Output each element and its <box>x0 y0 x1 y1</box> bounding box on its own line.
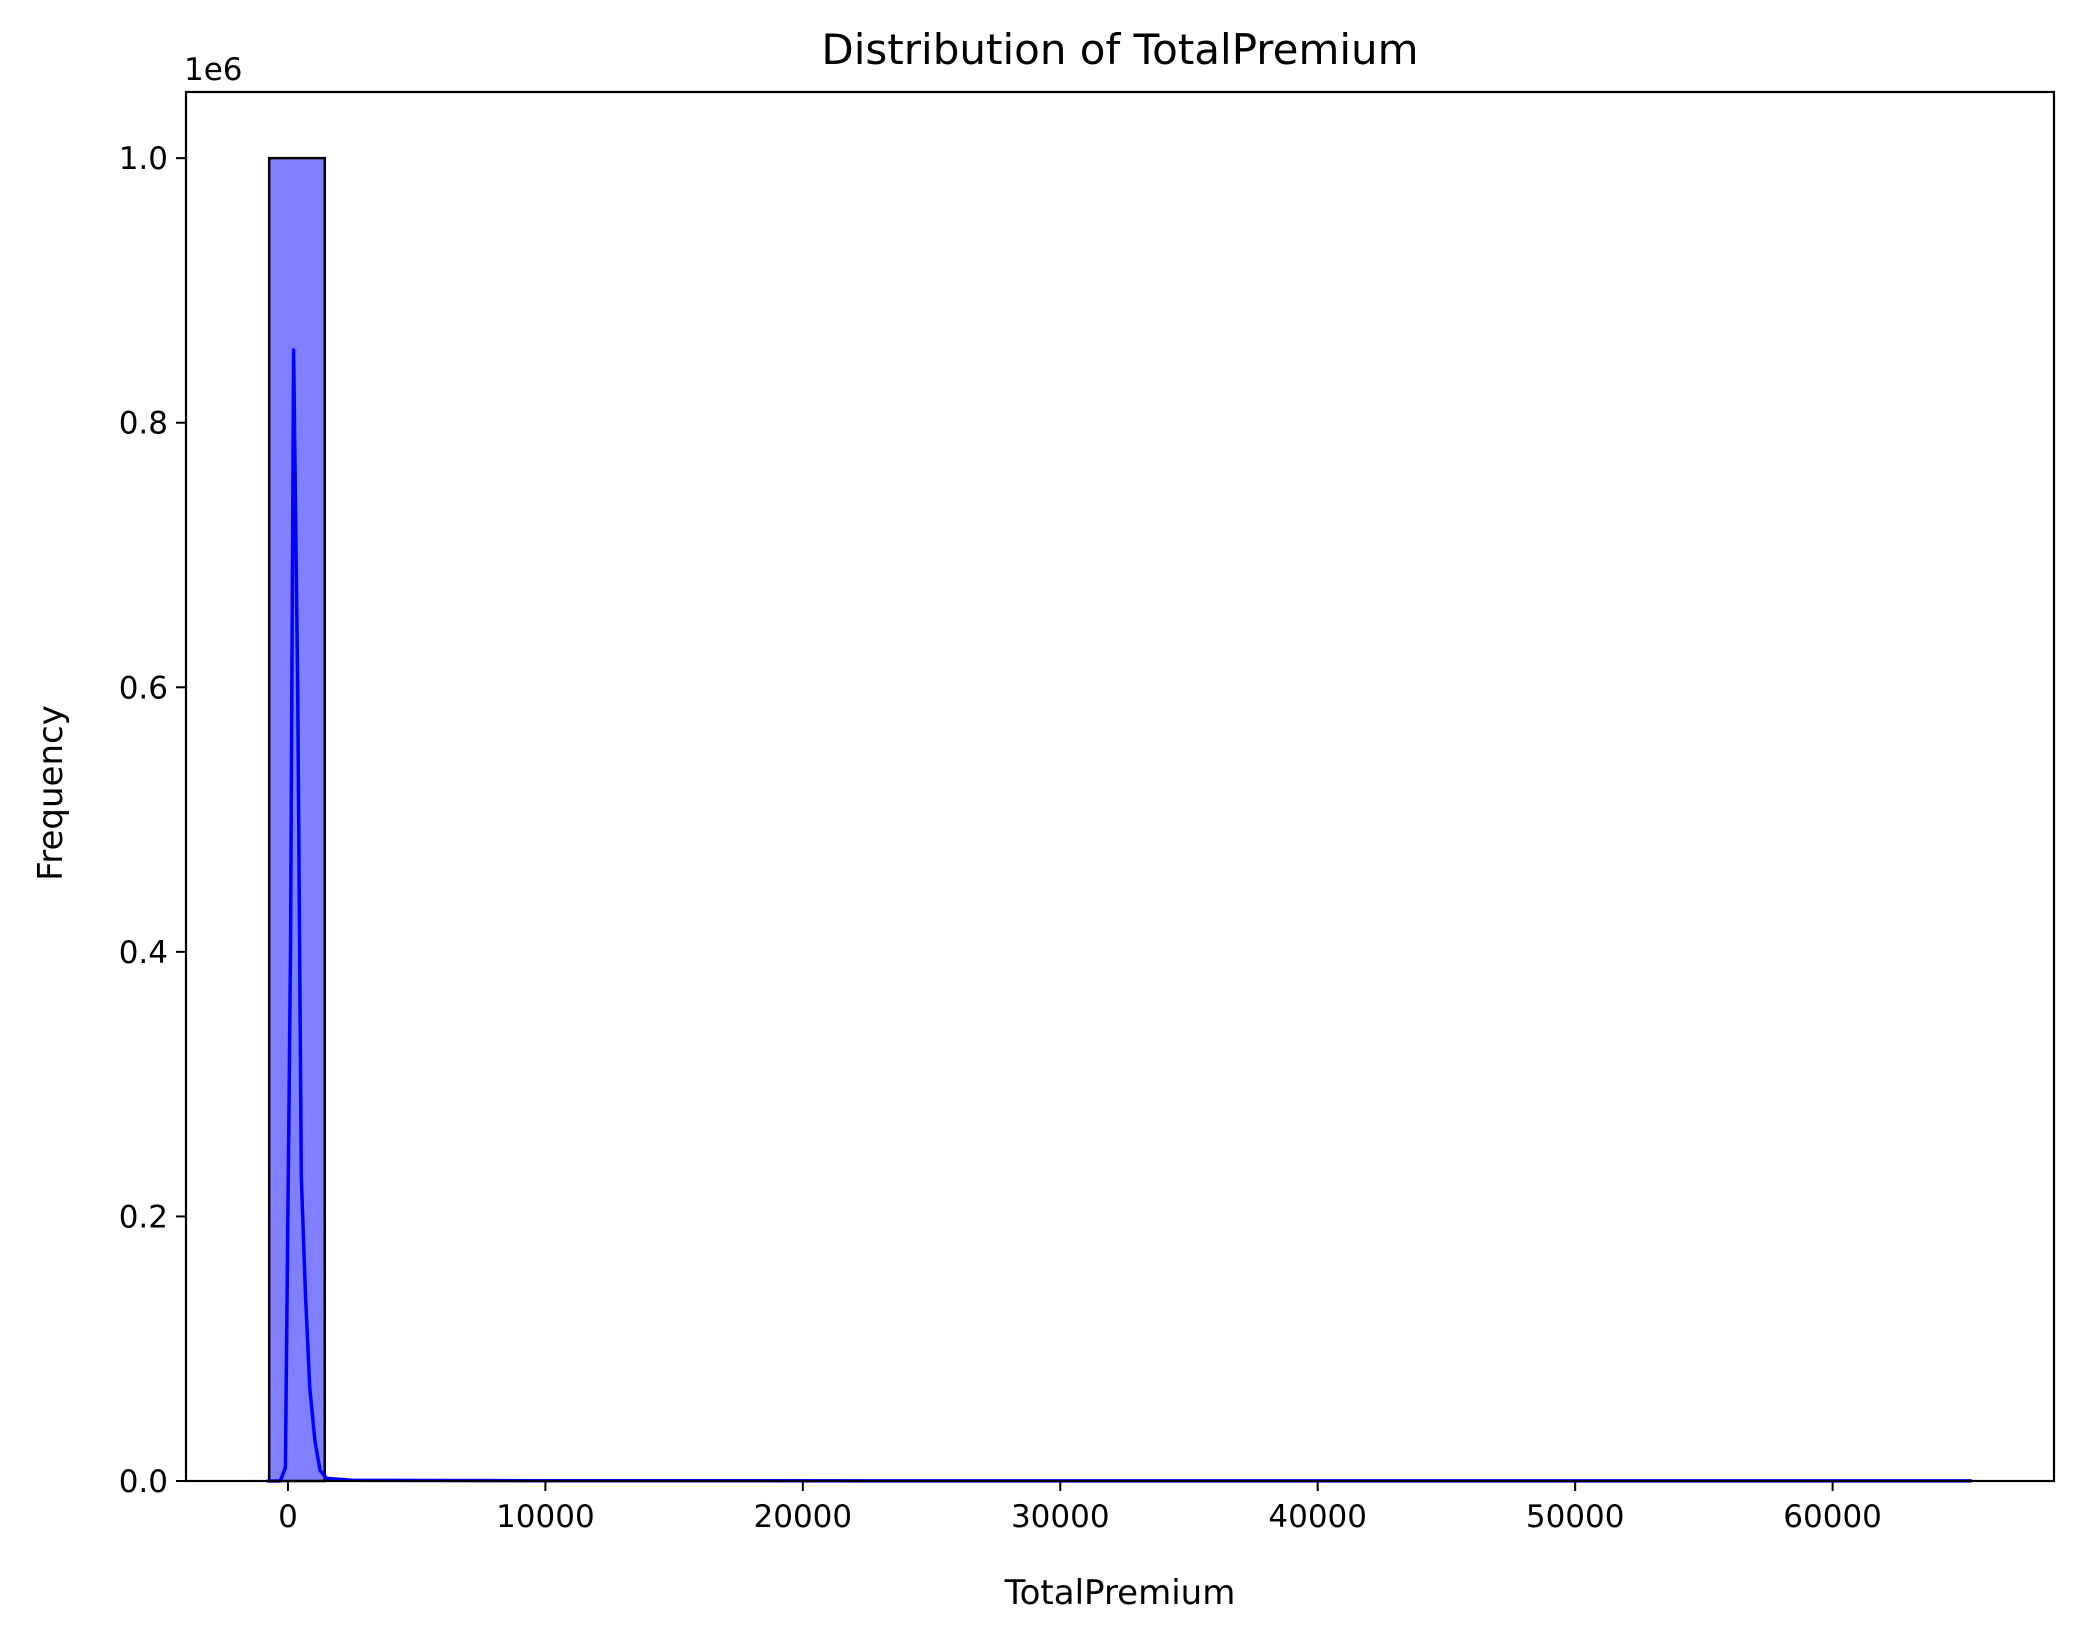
y-axis-offset-label: 1e6 <box>184 52 243 88</box>
y-tick-label: 0.0 <box>119 1464 168 1500</box>
x-axis-ticks: 0 10000 20000 30000 40000 50000 60000 <box>278 1481 1882 1535</box>
plot-area-frame <box>184 90 2056 1483</box>
x-tick-label: 20000 <box>754 1499 853 1535</box>
y-tick-label: 1.0 <box>119 141 168 177</box>
x-axis-label: TotalPremium <box>1004 1573 1236 1613</box>
y-axis-label: Frequency <box>31 705 71 881</box>
x-tick-label: 10000 <box>496 1499 595 1535</box>
x-tick-label: 0 <box>278 1499 298 1535</box>
x-tick-label: 40000 <box>1268 1499 1367 1535</box>
y-tick-label: 0.8 <box>119 406 168 442</box>
x-tick-label: 50000 <box>1526 1499 1625 1535</box>
x-tick-label: 60000 <box>1783 1499 1882 1535</box>
chart-title: Distribution of TotalPremium <box>821 25 1418 74</box>
y-tick-label: 0.4 <box>119 935 168 971</box>
y-tick-label: 0.2 <box>119 1199 168 1235</box>
y-axis-ticks: 0.0 0.2 0.4 0.6 0.8 1.0 <box>119 141 186 1500</box>
x-tick-label: 30000 <box>1011 1499 1110 1535</box>
y-tick-label: 0.6 <box>119 670 168 706</box>
